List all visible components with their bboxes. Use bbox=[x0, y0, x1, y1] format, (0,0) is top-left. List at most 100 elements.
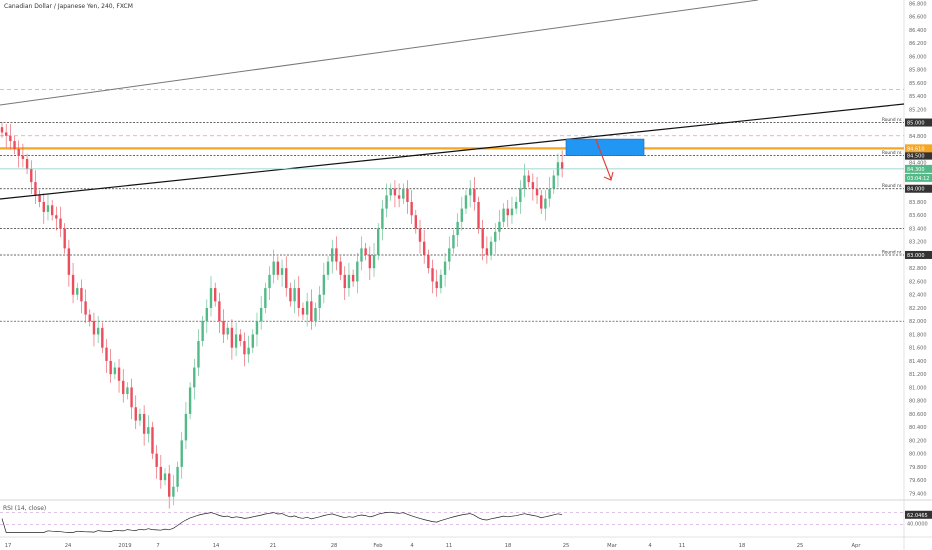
candle bbox=[239, 334, 242, 342]
candle bbox=[377, 228, 380, 255]
candle bbox=[209, 288, 213, 308]
price-tag bbox=[905, 250, 932, 259]
x-tick-label: 11 bbox=[446, 543, 453, 549]
candle bbox=[301, 307, 305, 315]
rsi-label: RSI (14, close) bbox=[3, 505, 47, 512]
x-tick-label: 18 bbox=[739, 543, 746, 549]
y-tick-label: 79.400 bbox=[909, 491, 927, 497]
x-tick-label: 25 bbox=[797, 543, 804, 549]
y-tick-label: 83.800 bbox=[909, 200, 927, 206]
candle bbox=[234, 334, 238, 348]
candle bbox=[142, 413, 146, 434]
candle bbox=[96, 327, 100, 335]
candle bbox=[385, 195, 388, 209]
candle bbox=[67, 248, 71, 275]
candle bbox=[410, 201, 413, 216]
candle bbox=[0, 127, 4, 133]
candle bbox=[163, 473, 167, 481]
rsi-line bbox=[1, 511, 563, 533]
candle bbox=[489, 241, 493, 255]
y-tick-label: 86.600 bbox=[909, 15, 927, 21]
candle bbox=[188, 387, 192, 414]
x-tick-label: 7 bbox=[156, 543, 159, 549]
price-tag-label: 84.500 bbox=[907, 154, 925, 160]
price-tag-label: 85.000 bbox=[907, 121, 925, 127]
candle bbox=[34, 182, 37, 196]
candle bbox=[514, 201, 518, 209]
y-tick-label: 79.800 bbox=[909, 465, 927, 471]
countdown-label: 03:04:12 bbox=[907, 176, 929, 182]
candle bbox=[347, 274, 351, 289]
candle bbox=[368, 254, 372, 269]
candle bbox=[481, 228, 484, 249]
rsi-tick-label: 40.0000 bbox=[907, 522, 928, 528]
candle bbox=[381, 208, 384, 229]
candle bbox=[59, 218, 62, 229]
candle bbox=[439, 274, 443, 289]
candle bbox=[122, 380, 125, 395]
candle bbox=[134, 407, 137, 421]
candle bbox=[506, 208, 509, 216]
candle bbox=[364, 248, 367, 255]
candle bbox=[9, 135, 12, 142]
rsi-value-label: 62.0465 bbox=[907, 513, 928, 519]
y-tick-label: 83.200 bbox=[909, 240, 927, 246]
candle bbox=[318, 294, 321, 308]
candle bbox=[168, 473, 171, 497]
resistance-zone bbox=[565, 138, 645, 156]
y-tick-label: 85.400 bbox=[909, 94, 927, 100]
candle bbox=[230, 327, 234, 348]
y-tick-label: 80.600 bbox=[909, 412, 927, 418]
x-tick-label: 18 bbox=[505, 543, 512, 549]
candle bbox=[197, 341, 200, 368]
candle bbox=[510, 208, 514, 216]
forecast-arrow-head bbox=[603, 171, 614, 181]
candle bbox=[372, 254, 376, 269]
y-tick-label: 82.200 bbox=[909, 306, 927, 312]
candle bbox=[468, 188, 472, 196]
candle bbox=[289, 288, 292, 302]
candle bbox=[50, 205, 54, 216]
y-tick-label: 82.800 bbox=[909, 266, 927, 272]
candle bbox=[180, 440, 183, 467]
candle bbox=[452, 235, 455, 249]
candle bbox=[251, 334, 254, 348]
level-label: Round nr. bbox=[882, 183, 902, 189]
candle bbox=[389, 188, 392, 196]
x-tick-label: Feb bbox=[373, 543, 383, 549]
candle bbox=[259, 307, 263, 322]
candle bbox=[155, 453, 158, 467]
candle bbox=[80, 288, 83, 302]
candle bbox=[280, 268, 284, 275]
candle bbox=[268, 274, 271, 289]
candle bbox=[101, 327, 104, 348]
candle bbox=[544, 198, 547, 209]
x-tick-label: 24 bbox=[65, 543, 72, 549]
candle bbox=[92, 321, 96, 335]
candle bbox=[418, 228, 422, 242]
y-tick-label: 82.600 bbox=[909, 279, 927, 285]
price-tag bbox=[905, 118, 932, 127]
candle bbox=[226, 327, 229, 335]
candle bbox=[448, 248, 451, 262]
candle bbox=[276, 261, 280, 275]
y-tick-label: 84.400 bbox=[909, 160, 927, 166]
candle bbox=[527, 175, 530, 183]
candle bbox=[297, 288, 300, 308]
candle bbox=[184, 413, 188, 441]
chart-title: Canadian Dollar / Japanese Yen, 240, FXC… bbox=[4, 3, 133, 10]
candle bbox=[113, 367, 117, 375]
candle bbox=[456, 221, 459, 236]
candle bbox=[193, 367, 196, 388]
candle bbox=[117, 367, 121, 381]
candle bbox=[205, 307, 209, 322]
candle bbox=[30, 168, 33, 183]
candle bbox=[406, 188, 409, 202]
candle bbox=[339, 261, 342, 275]
candle bbox=[172, 486, 175, 497]
candle bbox=[42, 201, 45, 212]
candle bbox=[531, 182, 535, 189]
candle bbox=[464, 195, 468, 209]
x-tick-label: 14 bbox=[213, 543, 220, 549]
